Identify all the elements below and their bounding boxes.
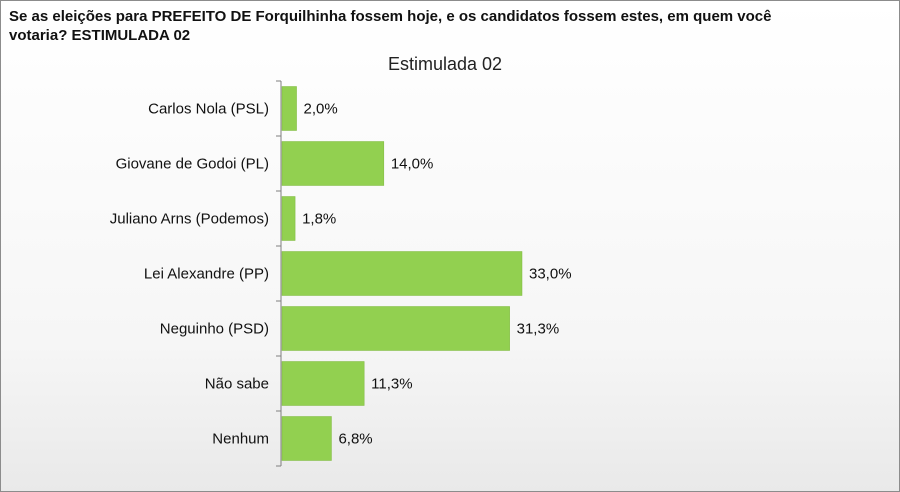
data-label: 1,8%: [302, 211, 336, 228]
data-label: 14,0%: [391, 156, 434, 173]
bar: [281, 306, 510, 351]
category-label: Carlos Nola (PSL): [148, 101, 269, 118]
question-line-1: Se as eleições para PREFEITO DE Forquilh…: [9, 8, 772, 25]
bar: [281, 416, 332, 461]
category-label: Juliano Arns (Podemos): [110, 211, 269, 228]
question-line-2: votaria? ESTIMULADA 02: [9, 27, 191, 44]
category-label: Lei Alexandre (PP): [144, 266, 269, 283]
bar: [281, 251, 523, 296]
category-label: Giovane de Godoi (PL): [116, 156, 269, 173]
bar: [281, 141, 385, 186]
bar: [281, 361, 365, 406]
bar: [281, 86, 297, 131]
data-label: 33,0%: [529, 266, 572, 283]
data-label: 2,0%: [304, 101, 338, 118]
question-text: Se as eleições para PREFEITO DE Forquilh…: [9, 7, 889, 45]
data-label: 31,3%: [517, 321, 560, 338]
data-label: 6,8%: [338, 431, 372, 448]
bar: [281, 196, 296, 241]
data-label: 11,3%: [371, 376, 412, 393]
category-label: Neguinho (PSD): [160, 321, 269, 338]
chart-title: Estimulada 02: [387, 54, 503, 74]
category-label: Nenhum: [212, 431, 269, 448]
category-label: Não sabe: [205, 376, 269, 393]
